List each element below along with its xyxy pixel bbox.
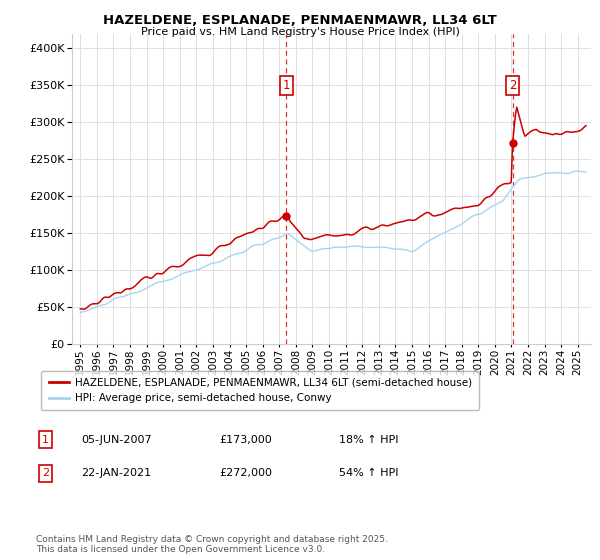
Text: £173,000: £173,000 [219, 435, 272, 445]
Text: 05-JUN-2007: 05-JUN-2007 [81, 435, 152, 445]
Text: 2: 2 [509, 79, 517, 92]
Text: 22-JAN-2021: 22-JAN-2021 [81, 468, 151, 478]
Text: Contains HM Land Registry data © Crown copyright and database right 2025.
This d: Contains HM Land Registry data © Crown c… [36, 535, 388, 554]
Text: 18% ↑ HPI: 18% ↑ HPI [339, 435, 398, 445]
Text: 1: 1 [42, 435, 49, 445]
Text: Price paid vs. HM Land Registry's House Price Index (HPI): Price paid vs. HM Land Registry's House … [140, 27, 460, 37]
Legend: HAZELDENE, ESPLANADE, PENMAENMAWR, LL34 6LT (semi-detached house), HPI: Average : HAZELDENE, ESPLANADE, PENMAENMAWR, LL34 … [41, 371, 479, 410]
Text: 54% ↑ HPI: 54% ↑ HPI [339, 468, 398, 478]
Text: £272,000: £272,000 [219, 468, 272, 478]
Text: 1: 1 [283, 79, 290, 92]
Text: 2: 2 [42, 468, 49, 478]
Text: HAZELDENE, ESPLANADE, PENMAENMAWR, LL34 6LT: HAZELDENE, ESPLANADE, PENMAENMAWR, LL34 … [103, 14, 497, 27]
